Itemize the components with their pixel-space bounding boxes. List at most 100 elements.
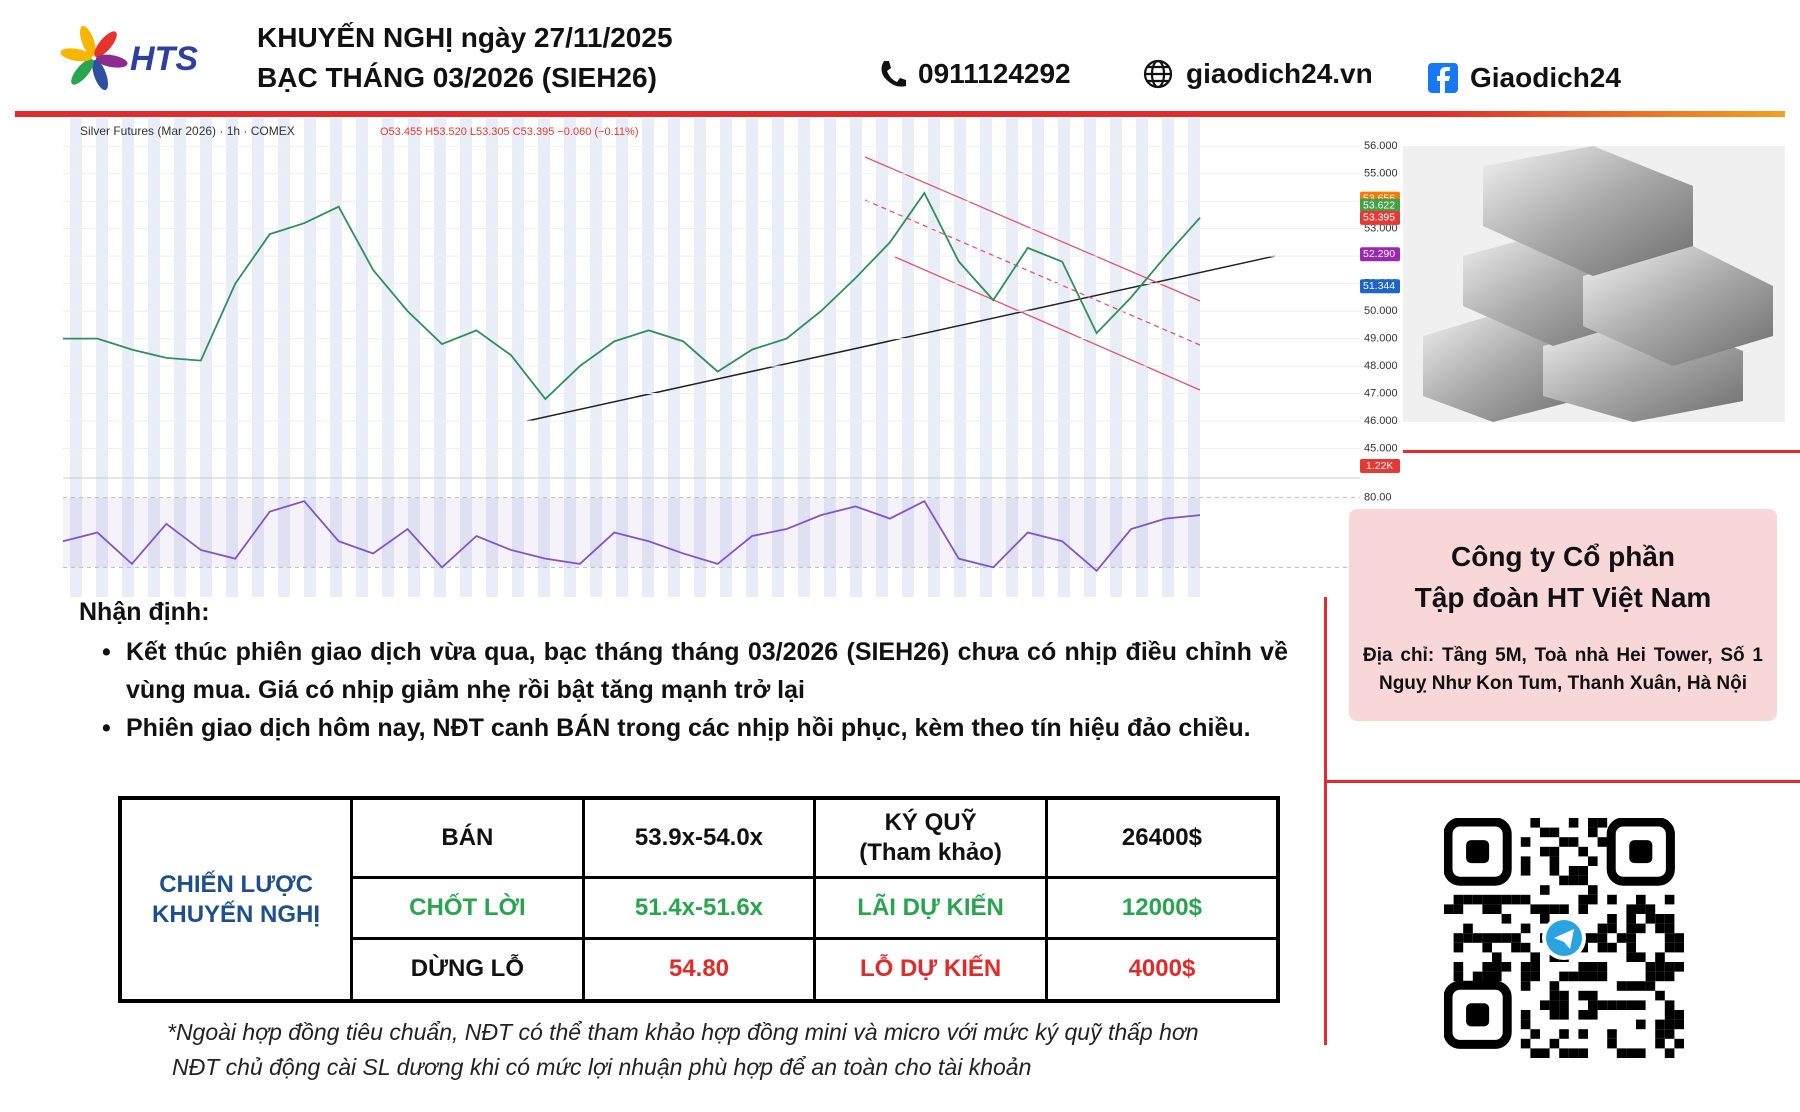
qr-module bbox=[1549, 866, 1560, 876]
session-stripe bbox=[382, 118, 394, 597]
qr-module bbox=[1568, 837, 1579, 847]
qr-finder bbox=[1466, 1003, 1490, 1027]
qr-module bbox=[1520, 971, 1531, 982]
session-stripe bbox=[850, 118, 862, 597]
qr-module bbox=[1453, 904, 1464, 914]
qr-module bbox=[1578, 1048, 1588, 1058]
session-stripe bbox=[1162, 118, 1174, 597]
session-stripe bbox=[512, 118, 524, 597]
session-stripe bbox=[304, 118, 316, 597]
qr-module bbox=[1674, 962, 1684, 972]
qr-module bbox=[1664, 1029, 1675, 1039]
session-stripe bbox=[1188, 118, 1200, 597]
qr-module bbox=[1655, 971, 1665, 982]
session-stripe bbox=[824, 118, 836, 597]
footnote: NĐT chủ động cài SL dương khi có mức lợi… bbox=[172, 1054, 1032, 1080]
qr-module bbox=[1520, 1038, 1531, 1049]
company-address: Địa chỉ: Tầng 5M, Toà nhà Hei Tower, Số … bbox=[1363, 645, 1763, 694]
session-stripe bbox=[96, 118, 108, 597]
analysis-bullet: Phiên giao dịch hôm nay, NĐT canh BÁN tr… bbox=[102, 709, 1288, 747]
qr-module bbox=[1549, 846, 1560, 857]
qr-module bbox=[1674, 942, 1684, 953]
y-tick-label: 45.000 bbox=[1364, 442, 1398, 454]
qr-module bbox=[1492, 952, 1502, 962]
qr-module bbox=[1472, 971, 1483, 982]
qr-module bbox=[1520, 1019, 1531, 1030]
cell: KÝ QUỸ (Tham khảo) bbox=[813, 796, 1048, 879]
qr-module bbox=[1511, 933, 1521, 943]
qr-module bbox=[1492, 904, 1502, 914]
qr-module bbox=[1645, 971, 1656, 982]
session-stripe bbox=[1136, 118, 1148, 597]
qr-module bbox=[1588, 818, 1598, 828]
session-stripe bbox=[694, 118, 706, 597]
qr-module bbox=[1559, 875, 1569, 886]
qr-module bbox=[1674, 1038, 1684, 1049]
qr-module bbox=[1588, 894, 1598, 905]
session-stripe bbox=[876, 118, 888, 597]
qr-module bbox=[1520, 923, 1531, 934]
cell: CHỐT LỜI bbox=[350, 875, 585, 940]
qr-module bbox=[1674, 933, 1684, 943]
qr-module bbox=[1540, 904, 1550, 914]
qr-module bbox=[1530, 904, 1540, 914]
qr-module bbox=[1626, 942, 1636, 953]
qr-module bbox=[1463, 933, 1473, 943]
qr-module bbox=[1588, 1010, 1598, 1020]
qr-module bbox=[1492, 962, 1502, 972]
qr-module bbox=[1588, 971, 1598, 982]
facebook-icon bbox=[1428, 63, 1458, 93]
session-stripe bbox=[590, 118, 602, 597]
qr-module bbox=[1549, 827, 1560, 838]
qr-module bbox=[1616, 1000, 1627, 1010]
qr-module bbox=[1578, 894, 1588, 905]
strategy-table: CHIẾN LƯỢC KHUYẾN NGHỊ BÁN 53.9x-54.0x K… bbox=[118, 796, 1280, 1003]
globe-icon bbox=[1143, 59, 1173, 89]
qr-module bbox=[1578, 990, 1588, 1001]
analysis-heading: Nhận định: bbox=[79, 598, 210, 626]
session-stripe bbox=[1084, 118, 1096, 597]
price-tag-bg bbox=[1360, 279, 1400, 294]
qr-module bbox=[1664, 1019, 1675, 1030]
session-stripe bbox=[954, 118, 966, 597]
y-tick-label: 50.000 bbox=[1364, 305, 1398, 317]
qr-module bbox=[1588, 990, 1598, 1001]
session-stripe bbox=[278, 118, 290, 597]
price-chart: Silver Futures (Mar 2026) · 1h · COMEX O… bbox=[62, 118, 1400, 597]
qr-module bbox=[1636, 1048, 1646, 1058]
qr-module bbox=[1540, 885, 1550, 895]
qr-module bbox=[1444, 904, 1454, 914]
cell: 54.80 bbox=[581, 936, 817, 1003]
qr-module bbox=[1664, 914, 1675, 924]
website-url: giaodich24.vn bbox=[1186, 58, 1373, 89]
qr-module bbox=[1588, 856, 1598, 866]
y-tick-label: 53.000 bbox=[1364, 223, 1398, 235]
session-stripe bbox=[460, 118, 472, 597]
qr-module bbox=[1664, 962, 1675, 972]
session-stripe bbox=[720, 118, 732, 597]
session-stripe bbox=[1058, 118, 1070, 597]
qr-module bbox=[1520, 894, 1531, 905]
qr-module bbox=[1578, 904, 1588, 914]
qr-module bbox=[1453, 933, 1464, 943]
qr-module bbox=[1453, 971, 1464, 982]
qr-module bbox=[1540, 1048, 1550, 1058]
qr-finder bbox=[1444, 980, 1512, 1049]
phone-number: 0911124292 bbox=[918, 58, 1071, 89]
y-tick-label: 55.000 bbox=[1364, 168, 1398, 180]
qr-module bbox=[1607, 942, 1617, 953]
qr-module bbox=[1520, 962, 1531, 972]
qr-module bbox=[1607, 1038, 1617, 1049]
qr-module bbox=[1636, 904, 1646, 914]
qr-module bbox=[1655, 990, 1665, 1001]
qr-module bbox=[1664, 1000, 1675, 1010]
qr-module bbox=[1626, 914, 1636, 924]
price-tag: 53.395 bbox=[1363, 212, 1395, 224]
qr-module bbox=[1559, 971, 1569, 982]
qr-module bbox=[1616, 933, 1627, 943]
qr-module bbox=[1511, 894, 1521, 905]
qr-module bbox=[1530, 1048, 1540, 1058]
cell: 26400$ bbox=[1044, 796, 1280, 879]
qr-module bbox=[1626, 904, 1636, 914]
